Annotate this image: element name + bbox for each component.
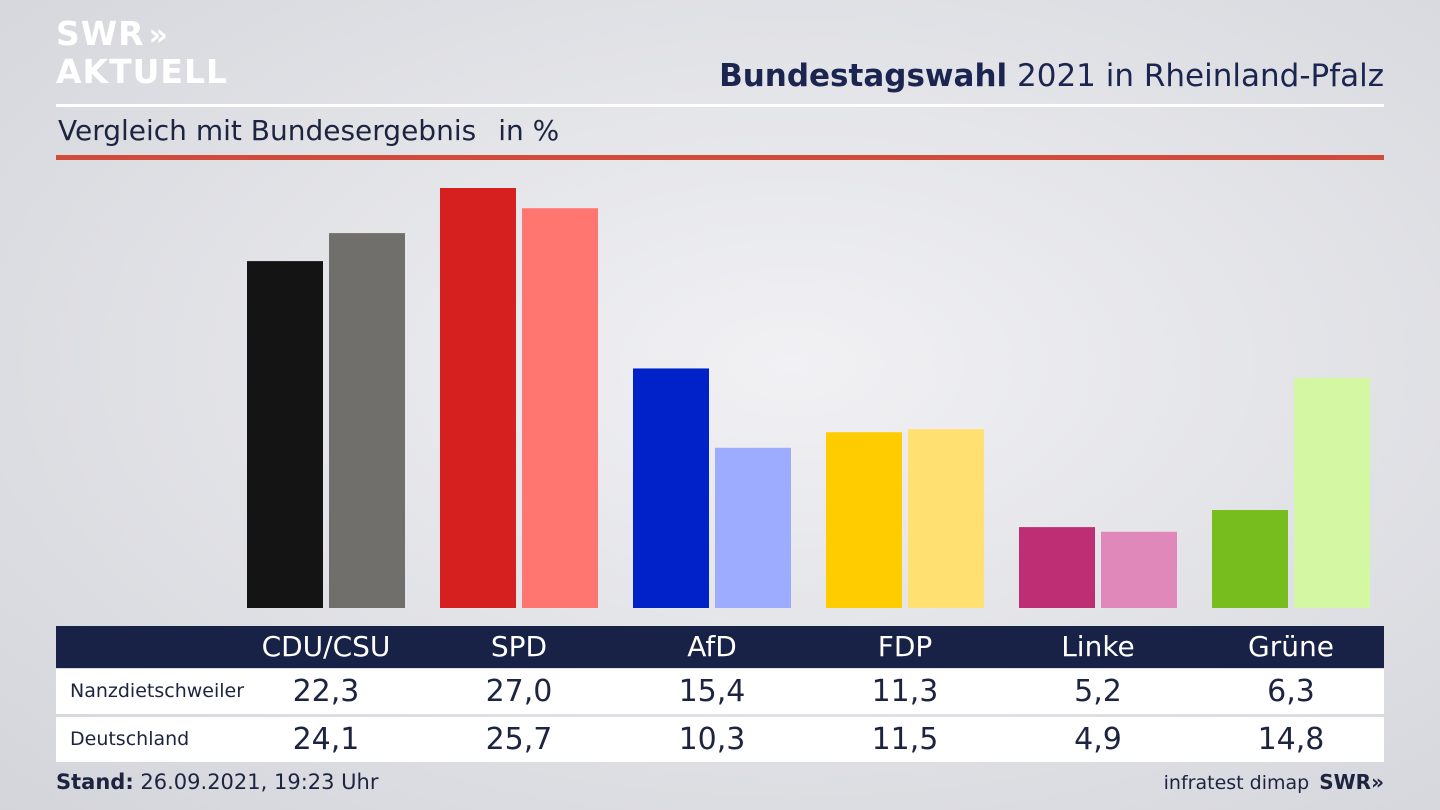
title-bold: Bundestagswahl — [719, 58, 1008, 94]
party-label: AfD — [687, 630, 737, 663]
bar-cdu-csu-series-0 — [247, 261, 323, 608]
swr-brand: SWR» — [1319, 770, 1384, 794]
source-text: infratest dimap — [1163, 772, 1310, 794]
value-cell: 25,7 — [485, 722, 553, 757]
party-label: FDP — [877, 630, 933, 663]
subtitle-unit: in % — [498, 114, 560, 147]
chart-subtitle: Vergleich mit Bundesergebnis in % — [58, 114, 559, 147]
title-divider — [56, 104, 1384, 107]
value-cell: 27,0 — [485, 674, 553, 709]
value-cell: 14,8 — [1257, 722, 1325, 757]
bar-fdp-series-0 — [826, 432, 902, 608]
value-cell: 10,3 — [678, 722, 746, 757]
subtitle-text: Vergleich mit Bundesergebnis — [58, 114, 477, 147]
stand-value: 26.09.2021, 19:23 Uhr — [133, 770, 379, 794]
row-label: Deutschland — [70, 728, 190, 750]
title-rest: 2021 in Rheinland-Pfalz — [1007, 58, 1384, 94]
bar-afd-series-1 — [715, 447, 791, 608]
chart-title: Bundestagswahl 2021 in Rheinland-Pfalz — [719, 58, 1384, 94]
table-row: Deutschland 24,1 25,7 10,3 11,5 4,9 14,8 — [56, 717, 1384, 762]
bar-linke-series-0 — [1019, 527, 1095, 608]
source-credit: infratest dimap SWR» — [1164, 770, 1384, 794]
bar-afd-series-0 — [633, 368, 709, 608]
bar-chart — [247, 188, 1370, 608]
row-label: Nanzdietschweiler — [70, 680, 245, 702]
value-cell: 22,3 — [292, 674, 360, 709]
value-cell: 6,3 — [1267, 674, 1315, 709]
subtitle-divider — [56, 155, 1384, 160]
value-cell: 5,2 — [1074, 674, 1122, 709]
bar-linke-series-1 — [1101, 531, 1177, 608]
bar-gr-ne-series-0 — [1212, 510, 1288, 608]
value-cell: 15,4 — [678, 674, 746, 709]
timestamp: Stand: 26.09.2021, 19:23 Uhr — [56, 770, 379, 794]
bar-cdu-csu-series-1 — [329, 233, 405, 608]
value-cell: 11,3 — [871, 674, 939, 709]
party-label: SPD — [490, 630, 548, 663]
bar-spd-series-0 — [440, 188, 516, 608]
stand-label: Stand: — [56, 770, 134, 794]
swr-aktuell-logo: SWR» AKTUELL — [56, 14, 229, 91]
party-header-row: CDU/CSU SPD AfD FDP Linke Grüne — [56, 626, 1384, 668]
bar-spd-series-1 — [522, 208, 598, 608]
party-label: Linke — [1061, 630, 1135, 663]
party-label: Grüne — [1248, 630, 1334, 663]
value-cell: 11,5 — [871, 722, 939, 757]
table-row: Nanzdietschweiler 22,3 27,0 15,4 11,3 5,2 6,3 — [56, 669, 1384, 714]
bar-gr-ne-series-1 — [1294, 377, 1370, 608]
value-cell: 24,1 — [292, 722, 360, 757]
party-label: CDU/CSU — [261, 630, 391, 663]
bar-fdp-series-1 — [908, 429, 984, 608]
value-cell: 4,9 — [1074, 722, 1122, 757]
